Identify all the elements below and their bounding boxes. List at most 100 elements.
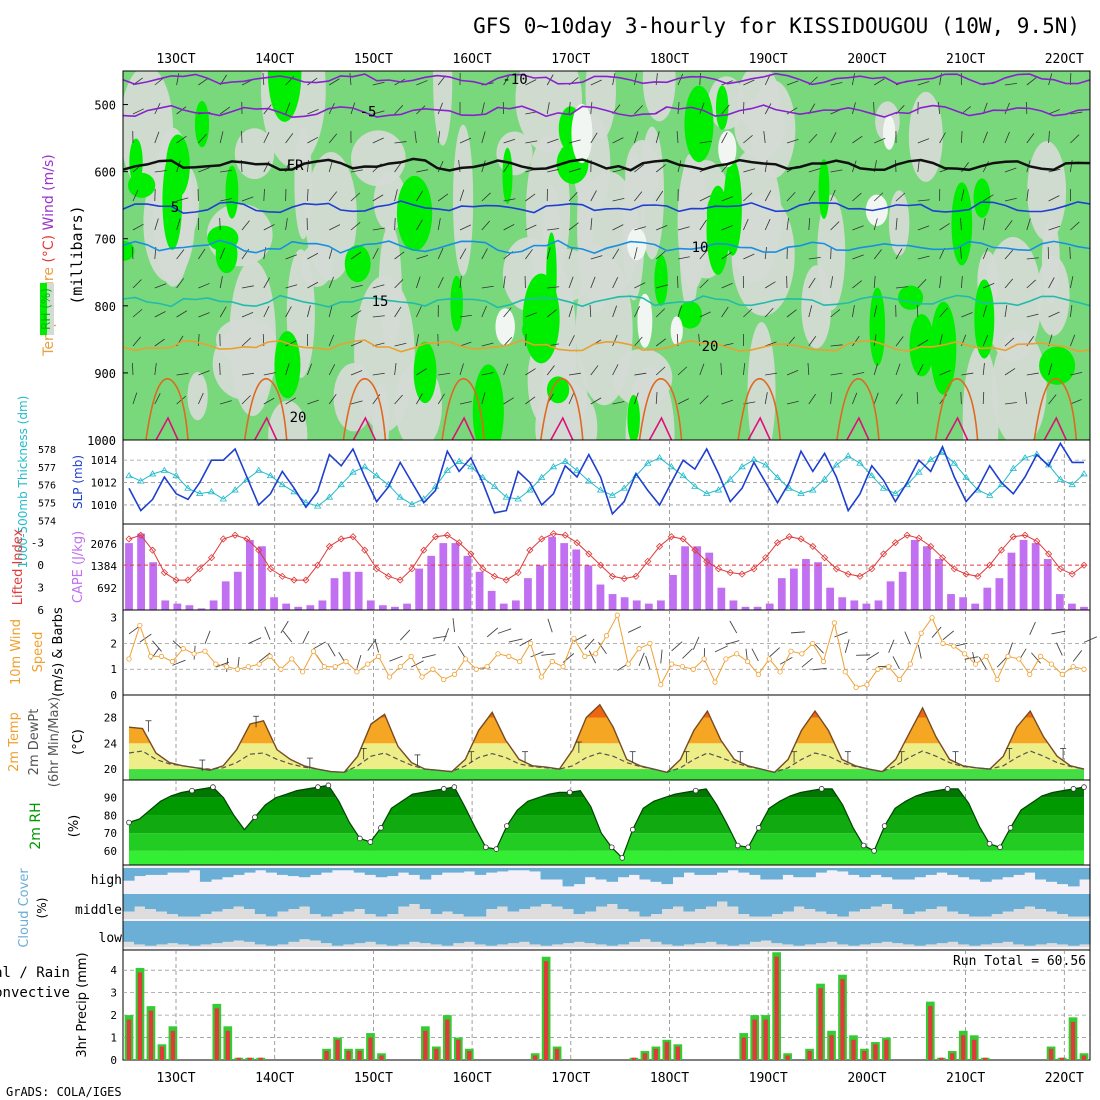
cape-bar [753,606,762,610]
lifted-point [325,542,333,551]
rh-point [881,823,888,829]
slp-line [128,441,1084,516]
wind-speed-point [126,656,132,662]
wind-barb [394,105,404,115]
cloud-cell [1002,894,1014,912]
cloud-cell [177,921,190,945]
cloud-cell [639,894,652,917]
wind-speed-point [842,669,848,675]
cloud-cell [1024,921,1036,946]
thickness-point [478,473,487,480]
surface-wind-barb [248,637,262,644]
wind-barb [132,362,134,376]
bottom-date-label: 22OCT [1045,1071,1084,1086]
cloud-cell [738,921,750,945]
rh-moist-patch [818,159,830,219]
wind-barb [807,363,810,376]
wind-barb [786,138,799,144]
wind-speed-point [669,661,675,667]
wind-barb [481,372,494,376]
lifted-tick-label: 3 [37,582,44,595]
rh-point [378,825,384,831]
cloud-cell [419,894,432,909]
cloud-cell [452,921,465,944]
wind-barb [721,104,730,115]
upper-air-panel: -10-5FR5101520205006007008009001000Tempe… [39,70,1091,448]
wind-barb [655,308,666,318]
slp-tick-label: 1014 [91,454,118,467]
thickness-point [820,475,829,482]
wind-barb [852,372,865,376]
wind-barb [590,397,602,405]
wind-barb [765,341,777,347]
rh-moist-patch [472,364,504,440]
surface-wind-barb [497,628,512,634]
lifted-point [938,554,947,562]
thickness-point [125,471,133,479]
cloud-cell [1046,894,1058,912]
wind-barb [612,198,625,202]
cloud-cell [331,921,344,946]
wind-barb [154,363,157,376]
wind-barb [219,247,226,260]
low-level-contour [540,377,584,440]
cape-bar [330,578,339,610]
wind-barb [874,137,886,144]
cape-bar [717,587,726,610]
rh-point [986,840,993,847]
cloud-cell [320,894,333,917]
thickness-point [644,459,652,466]
panel-frame [122,609,1091,696]
chart-title: GFS 0~10day 3-hourly for KISSIDOUGOU (10… [473,14,1080,38]
wind-speed-point [321,664,327,670]
wind-barb [568,276,574,289]
lifted-point [137,531,145,539]
cloud-cell [760,868,772,880]
cloud-cell [848,868,860,875]
wind-barb [873,334,877,347]
lifted-point [597,561,605,569]
wind-barb [263,188,265,202]
wind-barb [219,276,223,289]
bottom-date-label: 21OCT [946,1071,985,1086]
wind-barb [328,191,338,202]
thickness-point [596,486,605,493]
wind-barb [416,393,423,405]
wind-barb [132,223,144,231]
cape-bar [536,565,544,610]
wind-barb [328,334,335,347]
cape-bar [185,605,194,610]
cloud-cell [276,921,289,945]
cloud-cell [199,894,212,914]
precip-convective-bar [675,1046,681,1060]
lifted-point [443,531,451,539]
wind-speed-point [310,648,317,654]
cape-ylabel: CAPE (J/kg) [71,531,86,603]
cloud-cell [782,894,794,912]
cloud-cell [771,921,783,944]
cloud-cell [672,894,685,907]
thickness-point [585,477,593,484]
cloud-cell [870,894,882,907]
wind-barb [285,306,292,318]
cape-bar [765,603,774,610]
cape-bar [910,539,919,610]
lifted-point [620,575,628,583]
lifted-point [797,535,805,543]
thickness-point [526,486,534,493]
wind-speed-point [484,664,490,670]
cloud-cell [1035,894,1047,909]
wind-barb [852,280,863,289]
cloud-cell [815,921,827,944]
cloud-cell [573,921,586,942]
wind-barb [677,275,679,289]
wind-speed-point [462,656,469,662]
cloud-cell [672,868,685,878]
temp-dewpt-panel: 20 24 28 2m Temp 2m DewPt (6hr Min/Max) (°C) [7,694,1091,787]
wind-barb [372,315,385,318]
cloud-cell [738,894,750,914]
wind-barb [1048,277,1055,289]
cloud-cell [123,894,135,912]
low-level-contour-inner [550,416,574,440]
isotherm-label: -5 [360,104,377,120]
